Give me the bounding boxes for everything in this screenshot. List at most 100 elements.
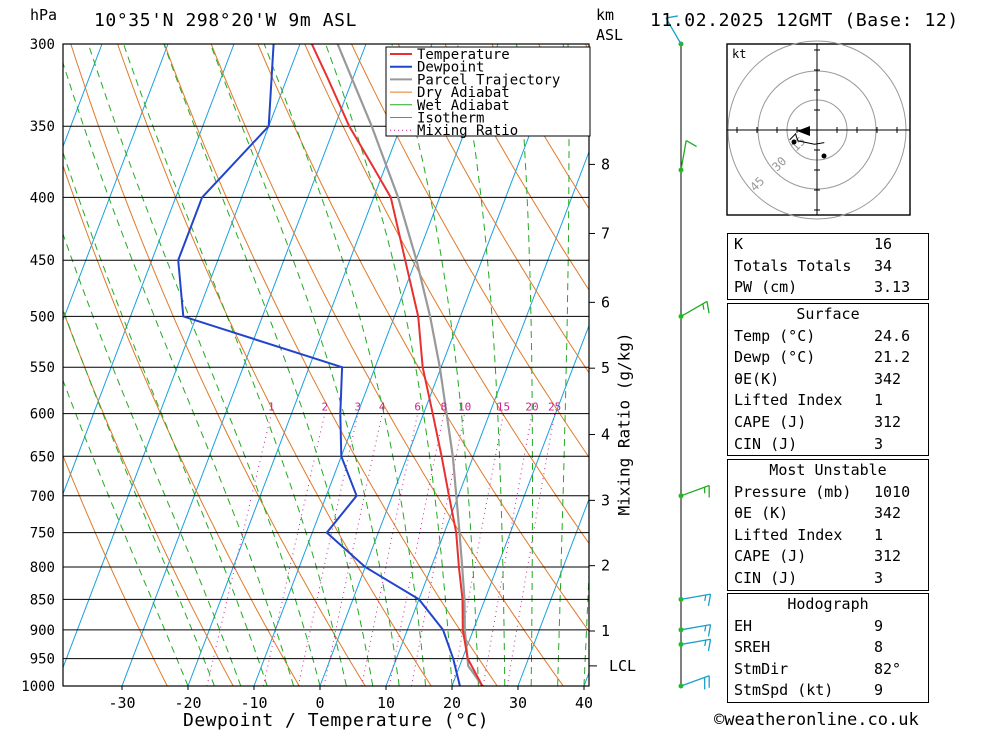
index-value: 342	[874, 504, 902, 523]
km-tick-label: 1	[601, 622, 610, 640]
indices-general-table: K 16 Totals Totals 34 PW (cm) 3.13	[727, 233, 929, 300]
index-label: Totals Totals	[734, 256, 852, 275]
lcl-label: LCL	[609, 657, 636, 675]
wet-adiabat-line	[516, 44, 533, 686]
wind-barb-flag	[706, 301, 710, 314]
legend-box	[385, 46, 591, 137]
mixing-ratio-label: 20	[525, 401, 538, 414]
wind-barb-flag	[704, 625, 707, 632]
index-label: StmDir	[734, 659, 789, 678]
km-tick-label: 8	[601, 155, 610, 173]
index-row: Lifted Index 1	[728, 390, 928, 412]
index-row: SREH 8	[728, 637, 928, 659]
index-row: Totals Totals 34	[728, 256, 928, 278]
unstable-title: Most Unstable	[769, 461, 887, 479]
index-row: EH 9	[728, 616, 928, 638]
height-unit-km: km	[596, 6, 615, 24]
index-row: CAPE (J) 312	[728, 546, 928, 568]
legend-entry: Dry Adiabat	[417, 85, 510, 101]
index-value: 312	[874, 412, 902, 431]
legend-entry: Wet Adiabat	[417, 98, 510, 114]
index-label: Lifted Index	[734, 391, 843, 410]
index-value: 9	[874, 616, 884, 635]
index-label: SREH	[734, 638, 771, 657]
index-row: Pressure (mb) 1010	[728, 482, 928, 504]
mixing-ratio-label: 3	[355, 401, 362, 414]
index-label: θE(K)	[734, 369, 780, 388]
index-value: 1010	[874, 482, 911, 501]
dewpoint-line	[177, 44, 461, 686]
wet-adiabat-line	[87, 44, 321, 686]
index-value: 21.2	[874, 348, 911, 367]
mixing-ratio-label: 10	[458, 401, 471, 414]
hodograph-point	[821, 153, 827, 159]
isotherm-line	[121, 44, 367, 686]
legend-entry: Isotherm	[417, 111, 484, 127]
index-label: K	[734, 235, 744, 253]
index-label: θE (K)	[734, 504, 789, 523]
km-tick-label: 4	[601, 426, 610, 444]
isotherm-line	[187, 44, 433, 686]
mixing-ratio-axis-label: Mixing Ratio (g/kg)	[614, 332, 634, 516]
pressure-tick-label: 400	[30, 190, 55, 206]
x-tick-label: 30	[509, 694, 527, 712]
indices-hodograph-table: Hodograph EH 9 SREH 8 StmDir 82° StmSpd (kt) 9	[727, 593, 929, 703]
index-value: 312	[874, 547, 902, 566]
wind-barb-flag	[707, 624, 712, 637]
index-row: CIN (J) 3	[728, 568, 928, 590]
index-label: PW (cm)	[734, 278, 798, 297]
dry-adiabat-line	[397, 44, 589, 374]
index-row: CAPE (J) 312	[728, 412, 928, 434]
index-row: θE (K) 342	[728, 503, 928, 525]
index-value: 342	[874, 369, 902, 388]
x-tick-label: 40	[575, 694, 593, 712]
index-row: θE(K) 342	[728, 369, 928, 391]
index-value: 1	[874, 391, 884, 410]
km-tick-label: 6	[601, 293, 610, 311]
index-row: Temp (°C) 24.6	[728, 326, 928, 348]
index-value: 24.6	[874, 326, 911, 345]
wind-barb-flag	[707, 639, 712, 652]
x-tick-label: 10	[377, 694, 395, 712]
x-tick-label: 0	[315, 694, 324, 712]
hodograph-unit-label: kt	[732, 47, 746, 61]
isotherm-line	[517, 497, 589, 686]
pressure-unit-label: hPa	[30, 6, 58, 24]
temperature-line	[310, 44, 484, 686]
pressure-tick-label: 300	[30, 37, 55, 53]
index-label: Lifted Index	[734, 525, 843, 544]
index-value: 1	[874, 525, 884, 544]
pressure-tick-label: 350	[30, 119, 55, 135]
legend-entry: Dewpoint	[417, 60, 484, 76]
pressure-tick-label: 800	[30, 560, 55, 576]
mixing-ratio-label: 4	[379, 401, 386, 414]
index-row: CIN (J) 3	[728, 434, 928, 456]
dry-adiabat-line	[163, 44, 498, 686]
pressure-tick-label: 950	[30, 652, 55, 668]
index-row: Lifted Index 1	[728, 525, 928, 547]
mixing-ratio-line	[323, 413, 383, 686]
pressure-tick-label: 750	[30, 526, 55, 542]
wind-barb-flag	[704, 639, 707, 647]
index-label: Pressure (mb)	[734, 482, 852, 501]
surface-title: Surface	[796, 305, 860, 323]
index-label: Dewp (°C)	[734, 348, 816, 367]
isotherm-line	[63, 44, 301, 669]
index-value: 8	[874, 638, 884, 657]
index-value: 34	[874, 256, 893, 275]
index-value: 3.13	[874, 278, 911, 297]
mixing-ratio-line	[506, 413, 556, 686]
mixing-ratio-label: 6	[414, 401, 421, 414]
index-row: StmDir 82°	[728, 659, 928, 681]
indices-unstable-table: Most Unstable Pressure (mb) 1010 θE (K) 342…	[727, 459, 929, 591]
index-label: CIN (J)	[734, 568, 798, 587]
location-title: 10°35'N 298°20'W 9m ASL	[94, 10, 358, 31]
isotherm-line	[385, 150, 589, 686]
wind-barb-staff	[680, 140, 687, 171]
wind-barb-flag	[704, 594, 707, 601]
pressure-tick-label: 500	[30, 309, 55, 325]
km-tick-label: 2	[601, 557, 610, 575]
index-row: PW (cm) 3.13	[728, 277, 928, 299]
x-tick-label: -30	[108, 694, 135, 712]
legend-entry: Mixing Ratio	[417, 123, 518, 139]
